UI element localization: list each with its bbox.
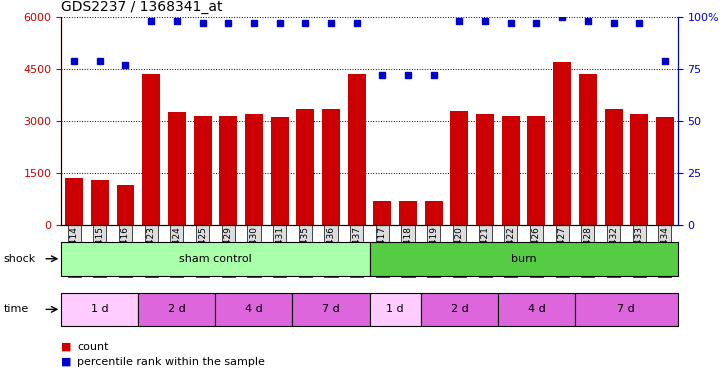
Bar bbox=[579, 74, 597, 225]
Bar bbox=[370, 242, 678, 276]
Text: 1 d: 1 d bbox=[91, 304, 109, 314]
Text: 1 d: 1 d bbox=[386, 304, 404, 314]
Bar bbox=[348, 74, 366, 225]
Bar bbox=[168, 112, 186, 225]
Text: 7 d: 7 d bbox=[322, 304, 340, 314]
Bar bbox=[61, 242, 370, 276]
Bar bbox=[528, 116, 546, 225]
Bar bbox=[219, 116, 237, 225]
Bar bbox=[322, 109, 340, 225]
Text: burn: burn bbox=[510, 254, 536, 264]
Bar bbox=[630, 114, 648, 225]
Text: ■: ■ bbox=[61, 357, 72, 367]
Bar bbox=[117, 185, 135, 225]
Bar bbox=[498, 292, 575, 326]
Text: sham control: sham control bbox=[179, 254, 252, 264]
Bar bbox=[138, 292, 216, 326]
Bar bbox=[142, 74, 160, 225]
Bar bbox=[399, 201, 417, 225]
Text: ■: ■ bbox=[61, 342, 72, 352]
Text: 2 d: 2 d bbox=[168, 304, 186, 314]
Text: 7 d: 7 d bbox=[617, 304, 635, 314]
Bar bbox=[421, 292, 498, 326]
Bar bbox=[293, 292, 370, 326]
Bar bbox=[91, 180, 109, 225]
Bar bbox=[270, 117, 288, 225]
Bar bbox=[193, 116, 211, 225]
Bar bbox=[373, 201, 392, 225]
Bar bbox=[370, 292, 421, 326]
Text: count: count bbox=[77, 342, 109, 352]
Bar bbox=[604, 109, 622, 225]
Text: shock: shock bbox=[4, 254, 36, 264]
Bar bbox=[61, 292, 138, 326]
Bar bbox=[502, 116, 520, 225]
Bar bbox=[656, 117, 674, 225]
Text: time: time bbox=[4, 304, 29, 314]
Bar bbox=[451, 111, 469, 225]
Bar bbox=[216, 292, 293, 326]
Bar bbox=[425, 201, 443, 225]
Text: percentile rank within the sample: percentile rank within the sample bbox=[77, 357, 265, 367]
Bar bbox=[553, 62, 571, 225]
Text: 2 d: 2 d bbox=[451, 304, 468, 314]
Text: GDS2237 / 1368341_at: GDS2237 / 1368341_at bbox=[61, 0, 223, 15]
Text: 4 d: 4 d bbox=[528, 304, 545, 314]
Text: 4 d: 4 d bbox=[245, 304, 262, 314]
Bar bbox=[476, 114, 494, 225]
Bar bbox=[296, 109, 314, 225]
Bar bbox=[245, 114, 263, 225]
Bar bbox=[575, 292, 678, 326]
Bar bbox=[65, 178, 83, 225]
